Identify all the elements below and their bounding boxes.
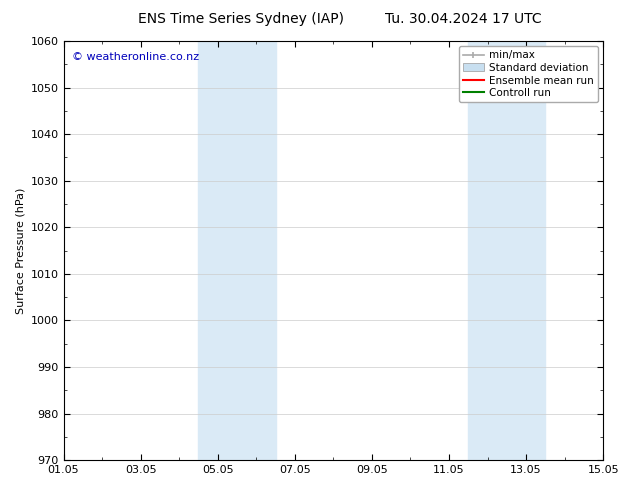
Legend: min/max, Standard deviation, Ensemble mean run, Controll run: min/max, Standard deviation, Ensemble me… (459, 46, 598, 102)
Bar (198, 41, 276, 460)
Text: ENS Time Series Sydney (IAP): ENS Time Series Sydney (IAP) (138, 12, 344, 26)
Y-axis label: Surface Pressure (hPa): Surface Pressure (hPa) (15, 187, 25, 314)
Bar (469, 41, 545, 460)
Text: Tu. 30.04.2024 17 UTC: Tu. 30.04.2024 17 UTC (384, 12, 541, 26)
Text: © weatheronline.co.nz: © weatheronline.co.nz (72, 51, 199, 62)
